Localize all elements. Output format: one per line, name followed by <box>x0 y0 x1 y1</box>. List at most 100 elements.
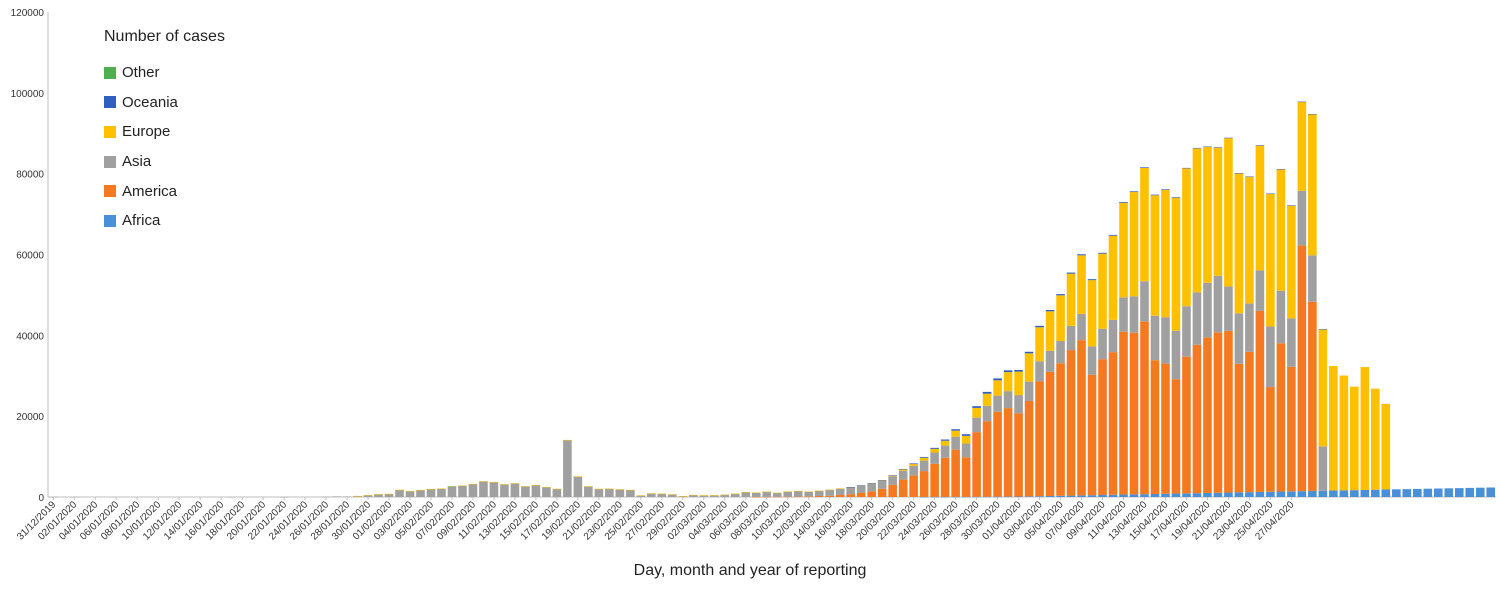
bar-segment-europe <box>1087 280 1097 347</box>
bar-segment-africa <box>1454 488 1464 497</box>
bar-segment-europe <box>521 486 530 487</box>
bar-segment-europe <box>594 488 604 490</box>
bar-segment-america <box>1182 356 1191 494</box>
bar-segment-africa <box>1486 487 1496 497</box>
bar-segment-asia <box>783 491 793 497</box>
bar-segment-europe <box>793 490 803 492</box>
bar-segment-europe <box>689 494 698 496</box>
bar-segment-asia <box>1024 381 1034 402</box>
bar-segment-asia <box>1140 281 1149 322</box>
bar-segment-asia <box>636 495 646 497</box>
bar-segment-europe <box>783 491 793 492</box>
bar-segment-america <box>909 475 918 497</box>
bar-segment-oceania <box>1234 173 1244 174</box>
bar-segment-america <box>1192 344 1202 494</box>
bar-segment-europe <box>437 488 446 489</box>
legend-label-asia: Asia <box>122 153 152 171</box>
bar-segment-europe <box>1329 366 1338 491</box>
legend-item-asia: Asia <box>104 147 225 177</box>
bar-segment-asia <box>668 494 677 497</box>
bar-segment-africa <box>940 496 950 498</box>
bar-segment-asia <box>332 496 341 497</box>
bar-segment-america <box>1077 340 1086 496</box>
legend-label-europe: Europe <box>122 123 171 141</box>
bar-segment-africa <box>1266 491 1275 497</box>
bar-segment-europe <box>804 491 814 492</box>
bar-segment-other <box>447 486 457 487</box>
bar-segment-asia <box>395 489 404 497</box>
bar-segment-europe <box>1045 311 1055 351</box>
bar-segment-europe <box>1318 329 1328 447</box>
bar-segment-europe <box>720 494 730 496</box>
bar-segment-asia <box>605 488 614 497</box>
bar-segment-oceania <box>1140 167 1149 169</box>
bar-segment-asia <box>521 486 530 497</box>
bar-segment-asia <box>940 445 950 458</box>
bar-segment-africa <box>1297 491 1307 497</box>
bar-segment-oceania <box>1224 137 1233 139</box>
bar-segment-europe <box>1098 253 1107 329</box>
bar-segment-asia <box>909 465 918 476</box>
bar-segment-africa <box>1339 490 1349 497</box>
bar-segment-asia <box>972 417 981 433</box>
bar-segment-oceania <box>951 429 960 431</box>
bar-segment-asia <box>1255 270 1265 311</box>
bar-segment-oceania <box>1287 205 1296 206</box>
bar-segment-asia <box>1119 297 1128 332</box>
bar-segment-oceania <box>1066 272 1076 274</box>
bar-segment-america <box>772 496 782 498</box>
bar-segment-europe <box>1014 371 1023 396</box>
bar-segment-asia <box>468 483 478 497</box>
bar-segment-asia <box>951 436 960 450</box>
bar-segment-america <box>1108 352 1118 495</box>
bar-segment-asia <box>489 482 499 497</box>
bar-segment-oceania <box>1255 145 1265 146</box>
bar-segment-america <box>930 463 939 497</box>
bar-segment-asia <box>1203 282 1212 338</box>
legend-swatch-other <box>104 66 116 79</box>
bar-segment-oceania <box>1182 167 1191 169</box>
bar-segment-europe <box>1255 145 1265 271</box>
bar-segment-america <box>940 457 950 497</box>
bar-segment-africa <box>1245 492 1254 497</box>
bar-segment-oceania <box>1171 197 1181 198</box>
bar-segment-africa <box>1024 496 1034 497</box>
bar-segment-europe <box>458 485 467 487</box>
y-tick-label: 80000 <box>16 170 44 181</box>
bar-segment-europe <box>961 435 971 444</box>
bar-segment-oceania <box>993 378 1002 381</box>
bar-segment-asia <box>510 483 520 497</box>
bar-segment-africa <box>1150 493 1160 497</box>
bar-segment-america <box>1161 363 1170 494</box>
bar-segment-europe <box>657 493 667 495</box>
bar-segment-oceania <box>1192 147 1202 149</box>
bar-segment-america <box>1308 301 1317 491</box>
bar-segment-oceania <box>1308 113 1317 115</box>
bar-segment-africa <box>1423 488 1433 497</box>
bar-segment-africa <box>1119 494 1128 497</box>
bar-segment-europe <box>1360 367 1370 490</box>
bar-segment-oceania <box>1108 234 1118 236</box>
bar-segment-asia <box>741 492 751 497</box>
bar-segment-asia <box>919 460 929 472</box>
bar-segment-africa <box>1329 490 1338 497</box>
bar-segment-oceania <box>940 439 950 441</box>
bar-segment-europe <box>1213 147 1223 276</box>
bar-segment-europe <box>500 484 509 485</box>
bar-segment-oceania <box>1119 202 1128 203</box>
bar-segment-asia <box>898 470 908 480</box>
y-tick-label: 20000 <box>16 412 44 423</box>
bar-segment-asia <box>542 487 551 497</box>
bar-segment-europe <box>1161 189 1170 318</box>
bar-segment-europe <box>542 487 551 488</box>
bar-segment-oceania <box>1003 370 1013 373</box>
bar-segment-oceania <box>856 485 866 486</box>
bar-segment-europe <box>993 380 1002 396</box>
bar-segment-asia <box>1297 190 1307 246</box>
y-tick-label: 60000 <box>16 251 44 262</box>
bar-segment-oceania <box>930 447 939 449</box>
bar-segment-oceania <box>1014 370 1023 372</box>
y-tick-label: 0 <box>38 493 44 504</box>
bar-segment-asia <box>1182 306 1191 357</box>
bar-segment-oceania <box>919 456 929 458</box>
